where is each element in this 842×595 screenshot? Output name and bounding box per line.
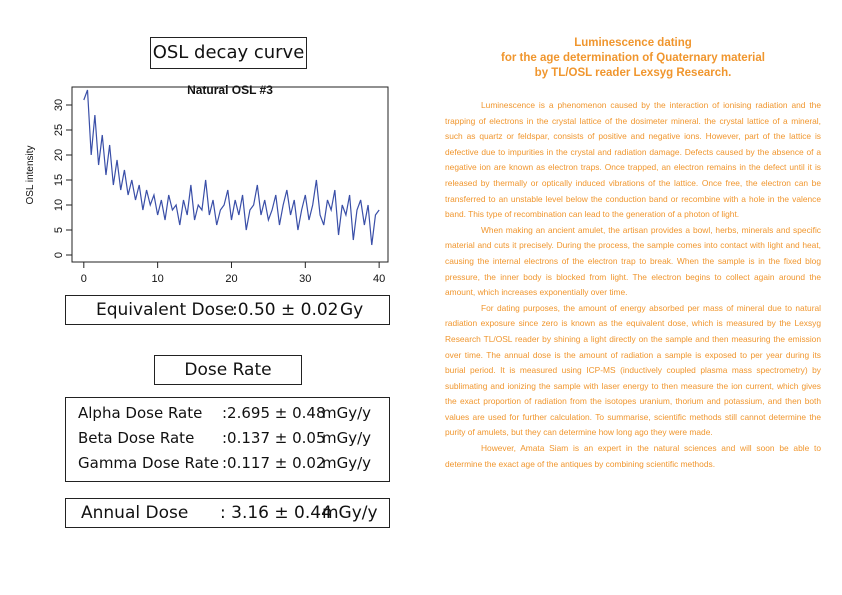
plot-frame: [71, 86, 389, 263]
rate-value: :0.117 ± 0.02: [222, 454, 326, 472]
rate-unit: mGy/y: [322, 454, 372, 472]
title-line: for the age determination of Quaternary …: [501, 52, 765, 64]
rate-value: :2.695 ± 0.48: [222, 404, 326, 422]
title-line: Luminescence dating: [574, 37, 692, 49]
annual-dose-box: Annual Dose : 3.16 ± 0.44 mGy/y: [65, 498, 390, 528]
dose-value: :0.50 ± 0.02: [232, 300, 339, 320]
paragraph: For dating purposes, the amount of energ…: [445, 302, 821, 438]
osl-line: [83, 89, 380, 246]
rate-label: Beta Dose Rate: [78, 429, 195, 447]
paragraph: Luminescence is a phenomenon caused by t…: [445, 100, 821, 220]
x-tick-label: 0: [81, 273, 87, 285]
osl-title: OSL decay curve: [152, 42, 305, 63]
paragraph: However, Amata Siam is an expert in the …: [445, 443, 821, 469]
y-tick-label: 15: [53, 174, 65, 186]
annual-value: : 3.16 ± 0.44: [220, 503, 332, 523]
annual-label: Annual Dose: [81, 503, 189, 523]
rate-label: Gamma Dose Rate: [78, 454, 219, 472]
y-tick-label: 30: [53, 99, 65, 111]
y-tick-label: 20: [53, 149, 65, 161]
dose-unit: Gy: [340, 300, 364, 320]
rate-unit: mGy/y: [322, 429, 372, 447]
dose-label: Equivalent Dose: [96, 300, 235, 320]
rate-unit: mGy/y: [322, 404, 372, 422]
chart: Natural OSL #3 OSL intensity 0 10 20 30 40 0 5…: [25, 83, 389, 285]
y-tick-label: 25: [53, 124, 65, 136]
annual-unit: mGy/y: [322, 503, 378, 523]
x-tick-label: 10: [152, 273, 164, 285]
dose-rate-title: Dose Rate: [184, 360, 272, 380]
article: Luminescence dating for the age determina…: [445, 36, 821, 472]
dose-rates-box: Alpha Dose Rate:2.695 ± 0.48 mGy/y Beta Do…: [65, 397, 390, 482]
rate-label: Alpha Dose Rate: [78, 404, 203, 422]
x-tick-label: 20: [225, 273, 237, 285]
chart-title: Natural OSL #3: [187, 83, 273, 97]
y-axis-label: OSL intensity: [25, 145, 36, 204]
paragraph: When making an ancient amulet, the artis…: [445, 224, 821, 298]
article-title: Luminescence dating for the age determina…: [445, 36, 821, 81]
title-line: by TL/OSL reader Lexsyg Research.: [534, 67, 732, 79]
y-tick-label: 10: [53, 199, 65, 211]
equivalent-dose-box: Equivalent Dose :0.50 ± 0.02 Gy: [65, 295, 390, 325]
rate-value: :0.137 ± 0.05: [222, 429, 326, 447]
x-tick-label: 40: [373, 273, 385, 285]
x-tick-label: 30: [299, 273, 311, 285]
y-tick-label: 0: [53, 252, 65, 258]
dose-rate-title-box: Dose Rate: [154, 355, 302, 385]
osl-title-box: OSL decay curve: [150, 37, 307, 69]
y-tick-label: 5: [53, 227, 65, 233]
